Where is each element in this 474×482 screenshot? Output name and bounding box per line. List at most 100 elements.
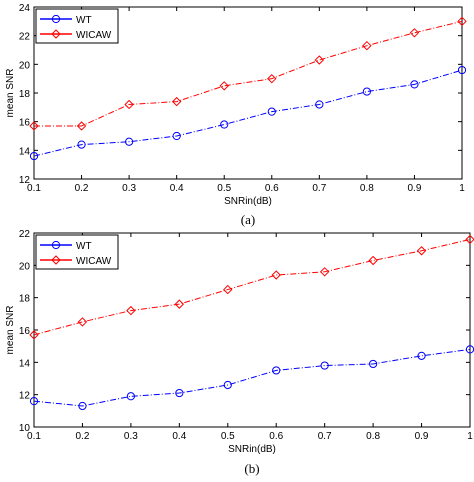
chart-panel-b: 0.1 0.2 0.3 0.4 0.5 0.6 0.7 0.8 0.9 1 10 12 14 16 18 20…: [5, 229, 474, 476]
legend-marker: [51, 29, 61, 39]
data-point: [126, 305, 136, 316]
data-point: [126, 392, 135, 401]
y-tick-label: 14: [19, 146, 31, 157]
x-tick-label: 0.7: [312, 183, 326, 194]
y-axis-label: mean SNR: [5, 69, 16, 118]
x-tick-label: 0.2: [75, 183, 89, 194]
data-point: [267, 107, 276, 116]
data-point: [172, 131, 181, 141]
series-line: [34, 20, 463, 127]
data-point: [220, 120, 229, 129]
x-tick-label: 0.3: [124, 431, 138, 442]
data-point: [175, 388, 184, 398]
data-point: [223, 380, 232, 390]
y-tick-label: 14: [19, 358, 31, 369]
data-point: [29, 397, 39, 406]
legend-box: [35, 234, 119, 270]
data-point: [457, 65, 467, 75]
series-line: [33, 69, 463, 157]
y-axis-label: mean SNR: [5, 306, 16, 355]
y-tick-label: 16: [19, 118, 31, 129]
x-tick-label: 1: [467, 431, 473, 442]
x-tick-label: 0.8: [360, 183, 374, 194]
data-point: [272, 366, 281, 375]
x-tick-label: 1: [459, 183, 465, 194]
data-point: [223, 284, 233, 295]
x-axis-label: SNRin(dB): [228, 444, 276, 455]
x-axis-label: SNRin(dB): [224, 196, 272, 207]
x-tick-label: 0.9: [407, 183, 421, 194]
data-point: [78, 401, 87, 411]
series-wicaw: [29, 234, 474, 340]
x-tick-label: 0.8: [366, 431, 380, 442]
y-tick-label: 18: [19, 89, 31, 100]
y-tick-label: 24: [19, 3, 31, 14]
x-tick-label: 0.1: [27, 183, 41, 194]
x-tick-label: 0.5: [221, 431, 235, 442]
legend-marker: [51, 255, 61, 265]
y-tick-label: 12: [19, 391, 31, 402]
data-point: [362, 40, 372, 51]
data-point: [77, 140, 86, 149]
legend: WT WICAW: [35, 8, 119, 44]
series-wt: [29, 65, 467, 161]
y-tick-label: 18: [19, 294, 31, 305]
data-point: [171, 96, 182, 107]
y-tick-label: 22: [19, 32, 31, 43]
x-tick-label: 0.7: [318, 431, 332, 442]
legend-box: [35, 8, 119, 44]
series-line: [33, 238, 471, 336]
data-point: [267, 73, 277, 84]
data-point: [465, 234, 474, 245]
y-tick-label: 10: [19, 423, 31, 434]
panel-label: (a): [241, 212, 255, 227]
data-point: [125, 137, 134, 146]
x-tick-label: 0.6: [269, 431, 283, 442]
data-point: [174, 299, 185, 309]
y-tick-label: 20: [19, 261, 31, 272]
x-tick-label: 0.4: [172, 431, 186, 442]
data-point: [417, 351, 426, 360]
legend-marker: [51, 240, 61, 250]
legend-label: WT: [76, 241, 92, 252]
data-point: [362, 87, 371, 96]
data-point: [29, 121, 39, 131]
legend-label: WICAW: [76, 30, 112, 41]
legend-label: WICAW: [76, 256, 112, 267]
panel-label: (b): [244, 461, 259, 476]
series-wicaw: [29, 16, 467, 131]
legend-label: WT: [76, 15, 92, 26]
data-point: [368, 255, 378, 266]
legend: WT WICAW: [35, 234, 119, 270]
series-line: [33, 348, 471, 407]
data-point: [77, 317, 88, 327]
y-tick-label: 20: [19, 60, 31, 71]
data-point: [124, 99, 134, 110]
y-tick-label: 16: [19, 326, 31, 337]
legend-marker: [51, 14, 61, 24]
x-tick-label: 0.2: [75, 431, 89, 442]
data-point: [457, 16, 467, 27]
data-point: [271, 270, 281, 280]
data-point: [416, 246, 427, 256]
data-point: [315, 100, 324, 109]
x-tick-label: 0.4: [170, 183, 184, 194]
data-point: [409, 28, 420, 38]
data-point: [76, 121, 87, 131]
chart-panel-a: 0.1 0.2 0.3 0.4 0.5 0.6 0.7 0.8 0.9 1 12 14 16 18 20 22…: [5, 3, 467, 227]
data-point: [319, 267, 330, 277]
x-tick-label: 0.5: [217, 183, 231, 194]
y-tick-label: 12: [19, 175, 31, 186]
data-point: [320, 361, 329, 370]
data-point: [29, 330, 39, 340]
data-point: [29, 151, 39, 161]
y-tick-label: 22: [19, 229, 31, 240]
data-point: [219, 81, 229, 91]
x-tick-label: 0.1: [27, 431, 41, 442]
x-tick-label: 0.6: [265, 183, 279, 194]
data-point: [410, 80, 419, 89]
data-point: [369, 359, 378, 369]
data-point: [314, 55, 325, 65]
x-tick-label: 0.3: [122, 183, 136, 194]
